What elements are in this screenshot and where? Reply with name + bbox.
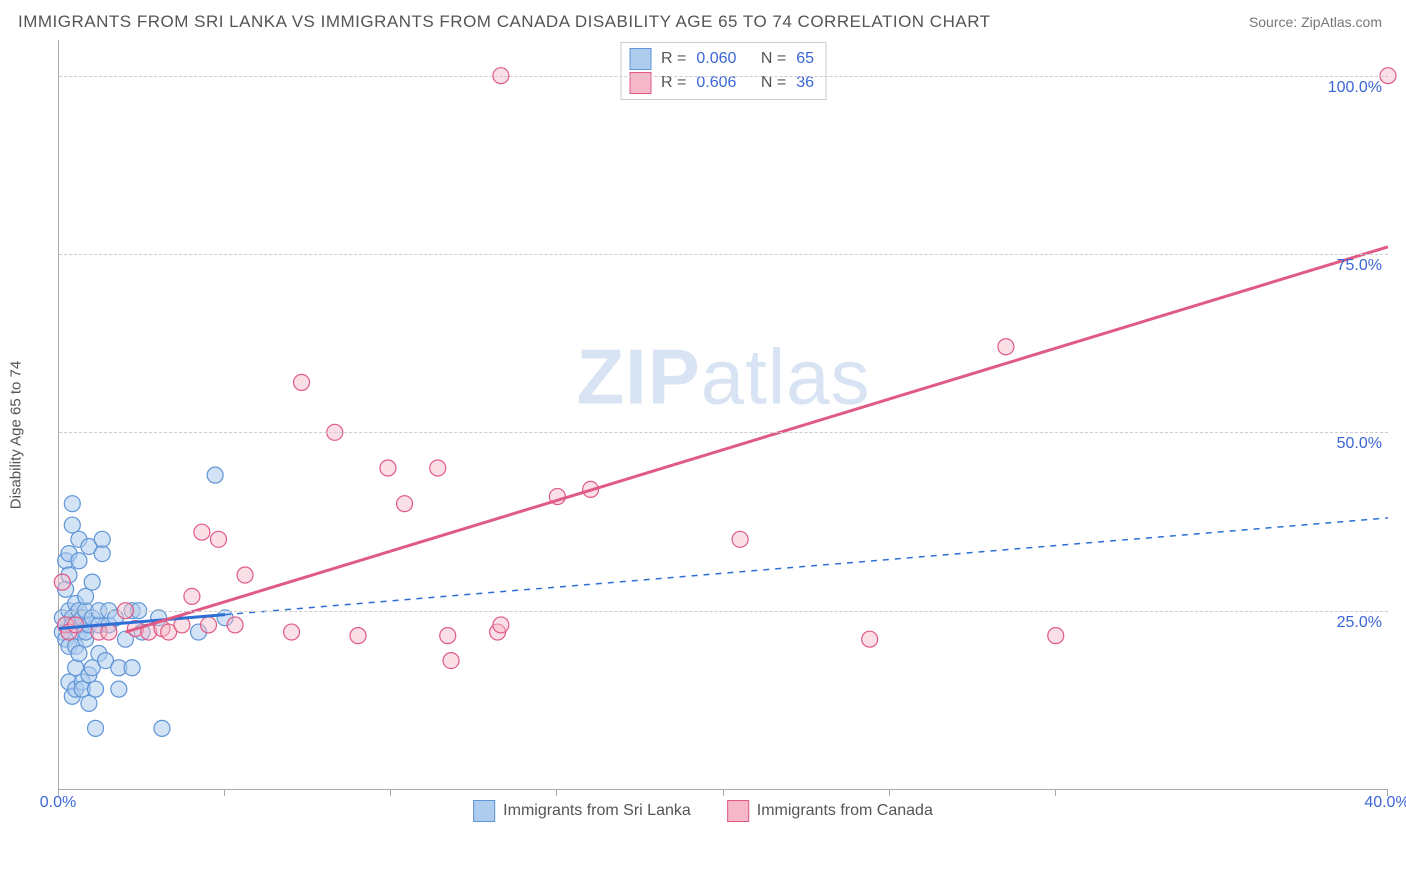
data-point [84,574,100,590]
bottom-legend: Immigrants from Sri Lanka Immigrants fro… [473,800,933,822]
data-point [350,628,366,644]
data-point [227,617,243,633]
data-point [111,681,127,697]
data-point [64,496,80,512]
data-point [207,467,223,483]
plot-wrap: Disability Age 65 to 74 ZIPatlas R = 0.0… [18,40,1388,830]
chart-container: IMMIGRANTS FROM SRI LANKA VS IMMIGRANTS … [0,0,1406,892]
trend-line-dashed [225,518,1388,615]
header-row: IMMIGRANTS FROM SRI LANKA VS IMMIGRANTS … [0,0,1406,36]
data-point [294,374,310,390]
data-point [397,496,413,512]
legend-item-2: Immigrants from Canada [727,800,933,822]
data-point [154,720,170,736]
data-point [284,624,300,640]
data-point [380,460,396,476]
data-point [210,531,226,547]
gridline-h [59,254,1388,255]
data-point [68,617,84,633]
x-tick [1055,790,1056,796]
data-point [71,553,87,569]
data-point [94,546,110,562]
data-point [94,531,110,547]
data-point [732,531,748,547]
legend-label-2: Immigrants from Canada [757,802,933,820]
data-point [443,653,459,669]
legend-label-1: Immigrants from Sri Lanka [503,802,691,820]
data-point [430,460,446,476]
legend-item-1: Immigrants from Sri Lanka [473,800,691,822]
chart-title: IMMIGRANTS FROM SRI LANKA VS IMMIGRANTS … [18,12,991,32]
gridline-h [59,432,1388,433]
y-tick-label: 25.0% [1337,614,1382,632]
gridline-h [59,611,1388,612]
data-point [88,681,104,697]
x-tick [390,790,391,796]
data-point [184,588,200,604]
y-axis-label: Disability Age 65 to 74 [8,361,25,509]
data-point [194,524,210,540]
legend-swatch-2 [727,800,749,822]
data-point [81,695,97,711]
data-point [64,517,80,533]
source-label: Source: ZipAtlas.com [1249,14,1382,30]
data-point [201,617,217,633]
data-point [88,720,104,736]
data-point [78,588,94,604]
data-point [54,574,70,590]
data-point [862,631,878,647]
x-tick-label: 40.0% [1364,794,1406,812]
y-tick-label: 50.0% [1337,435,1382,453]
data-point [124,660,140,676]
x-tick [556,790,557,796]
data-point [493,617,509,633]
x-tick [889,790,890,796]
x-tick [224,790,225,796]
x-tick-label: 0.0% [40,794,76,812]
chart-svg [59,40,1388,789]
legend-swatch-1 [473,800,495,822]
data-point [101,624,117,640]
data-point [1048,628,1064,644]
trend-line [125,247,1388,632]
data-point [998,339,1014,355]
y-tick-label: 75.0% [1337,257,1382,275]
x-tick [723,790,724,796]
data-point [237,567,253,583]
y-tick-label: 100.0% [1328,79,1382,97]
gridline-h [59,76,1388,77]
plot-area: ZIPatlas R = 0.060 N = 65 R = 0.606 N = [58,40,1388,790]
data-point [71,645,87,661]
data-point [440,628,456,644]
